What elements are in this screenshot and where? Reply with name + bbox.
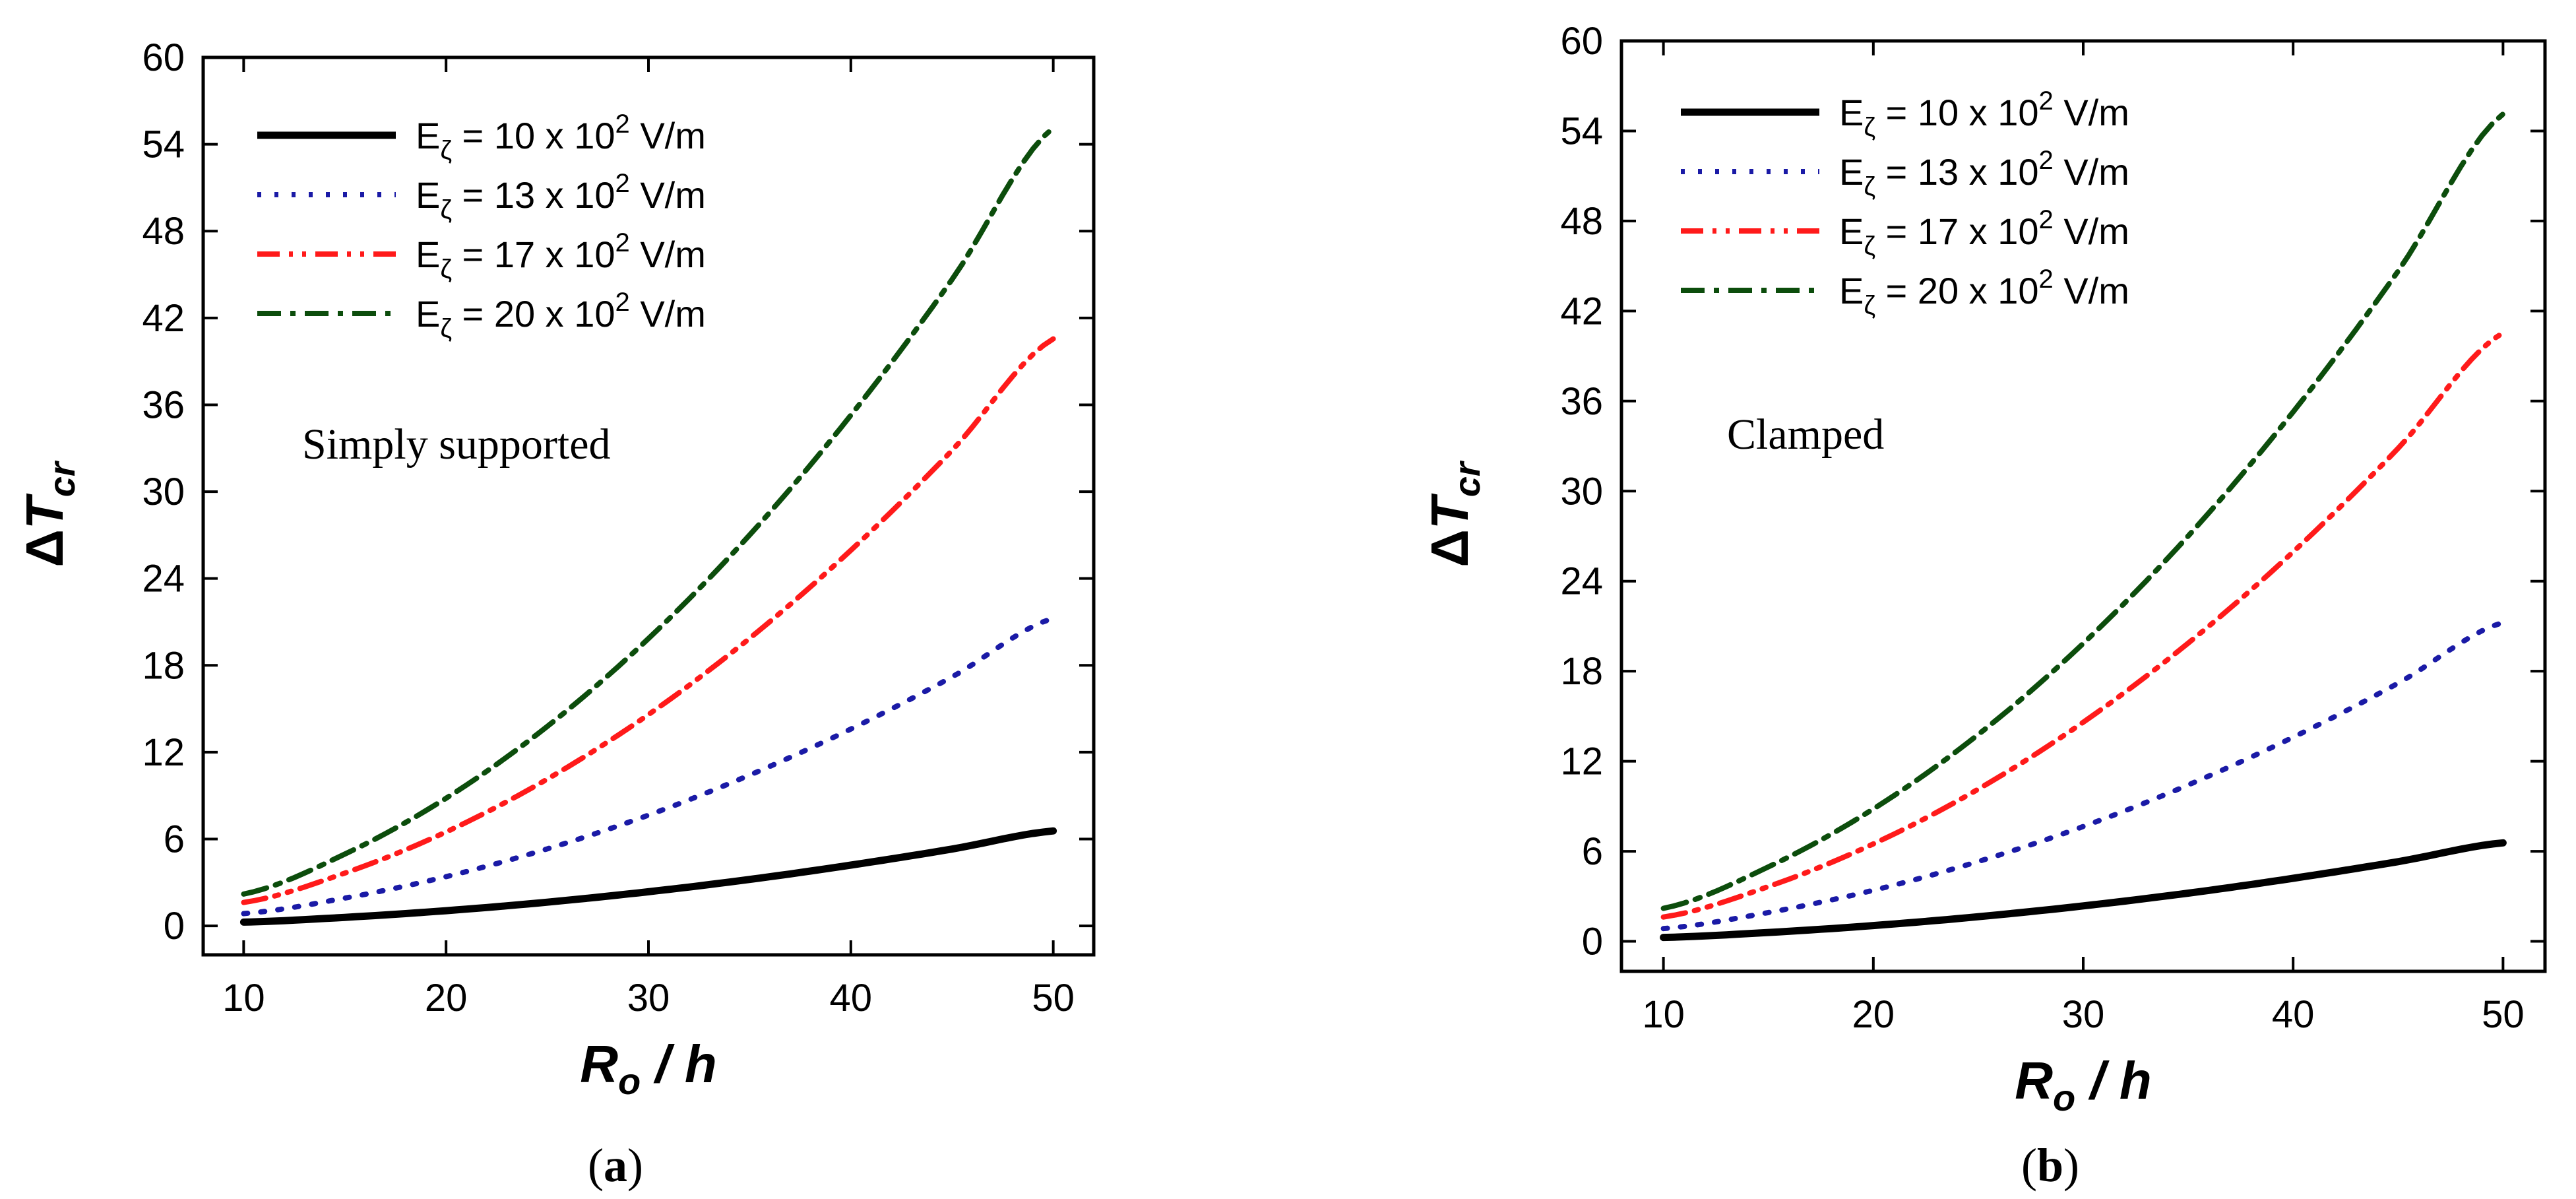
- series-line-1: [239, 827, 1057, 926]
- x-tick-labels: 10 20 30 40 50: [1642, 993, 2524, 1036]
- y-tick-label: 0: [1582, 921, 1603, 963]
- x-axis-label-main: R: [2015, 1051, 2053, 1110]
- y-tick-label: 6: [164, 818, 185, 861]
- caption-letter: b: [2037, 1139, 2063, 1192]
- series-line-1: [1660, 839, 2507, 942]
- y-tick-label: 24: [1560, 560, 1603, 603]
- series-lines: [1660, 111, 2507, 942]
- tick-marks: [203, 56, 1094, 955]
- y-axis-label-sub: cr: [41, 460, 82, 497]
- y-axis-label: ΔTcr: [15, 460, 82, 567]
- series-line-2: [241, 616, 1056, 917]
- legend-label-1: Eζ = 10 x 102 V/m: [416, 110, 706, 165]
- legend-label-1: Eζ = 10 x 102 V/m: [1839, 86, 2129, 142]
- y-axis-label-main: T: [15, 493, 74, 529]
- y-axis-label-delta: Δ: [1420, 529, 1479, 567]
- y-tick-label: 42: [142, 297, 185, 340]
- annotation-simply-supported: Simply supported: [302, 420, 611, 469]
- series-line-3: [241, 336, 1056, 905]
- y-tick-label: 42: [1560, 290, 1603, 333]
- x-axis-label-sub: o: [618, 1060, 641, 1102]
- y-tick-label: 0: [164, 905, 185, 948]
- y-axis-label-sub: cr: [1446, 460, 1488, 497]
- y-tick-label: 54: [142, 123, 185, 166]
- x-axis-label-main: R: [580, 1035, 618, 1093]
- x-tick-label: 10: [1642, 993, 1685, 1036]
- caption-open: (: [588, 1139, 604, 1192]
- y-tick-label: 18: [142, 644, 185, 687]
- y-axis-label-main: T: [1420, 493, 1479, 529]
- x-axis-label-rest: / h: [641, 1035, 717, 1093]
- x-tick-label: 50: [1032, 977, 1075, 1020]
- legend-label-2: Eζ = 13 x 102 V/m: [416, 169, 706, 224]
- y-tick-label: 36: [1560, 380, 1603, 423]
- chart-panel-b: 0 6 12 18 24 30 36 42 48 54 60 10 20 30 40 50 Eζ = 10 …: [1420, 20, 2547, 1192]
- x-tick-label: 20: [425, 977, 468, 1020]
- y-tick-label: 18: [1560, 650, 1603, 693]
- tick-marks: [1621, 40, 2545, 971]
- series-line-4: [1660, 111, 2506, 911]
- y-tick-labels: 0 6 12 18 24 30 36 42 48 54 60: [1560, 20, 1603, 963]
- series-line-3: [1660, 330, 2506, 920]
- caption-open: (: [2021, 1139, 2037, 1192]
- y-tick-label: 54: [1560, 110, 1603, 152]
- y-tick-label: 36: [142, 383, 185, 426]
- series-line-2: [1660, 620, 2506, 932]
- x-axis-label-sub: o: [2053, 1077, 2075, 1118]
- x-tick-label: 40: [830, 977, 873, 1020]
- y-axis-label-delta: Δ: [15, 529, 74, 567]
- x-axis-label: Ro / h: [580, 1035, 717, 1102]
- y-axis-label: ΔTcr: [1420, 460, 1488, 567]
- x-tick-label: 50: [2482, 993, 2525, 1036]
- legend-label-4: Eζ = 20 x 102 V/m: [416, 288, 706, 343]
- x-tick-label: 30: [627, 977, 670, 1020]
- y-tick-labels: 0 6 12 18 24 30 36 42 48 54 60: [142, 36, 185, 948]
- x-tick-label: 10: [222, 977, 265, 1020]
- x-tick-label: 40: [2272, 993, 2315, 1036]
- y-tick-label: 48: [1560, 200, 1603, 243]
- x-axis-label: Ro / h: [2015, 1051, 2152, 1118]
- series-line-4: [241, 125, 1056, 897]
- legend: Eζ = 10 x 102 V/mEζ = 13 x 102 V/mEζ = 1…: [1681, 86, 2129, 320]
- y-tick-label: 12: [142, 731, 185, 774]
- legend-label-3: Eζ = 17 x 102 V/m: [416, 228, 706, 284]
- y-tick-label: 30: [1560, 470, 1603, 513]
- caption-letter: a: [604, 1139, 627, 1192]
- y-tick-label: 48: [142, 210, 185, 253]
- x-tick-label: 30: [2062, 993, 2105, 1036]
- legend-label-4: Eζ = 20 x 102 V/m: [1839, 265, 2129, 320]
- y-tick-label: 24: [142, 558, 185, 600]
- chart-panel-a: 0 6 12 18 24 30 36 42 48 54 60 10 20 30 40 50 Eζ = 10 …: [15, 36, 1096, 1192]
- x-tick-labels: 10 20 30 40 50: [222, 977, 1075, 1020]
- y-tick-label: 60: [142, 36, 185, 79]
- caption-close: ): [627, 1139, 643, 1192]
- panel-caption-b: (b): [2021, 1139, 2079, 1192]
- y-tick-label: 30: [142, 470, 185, 513]
- series-lines: [239, 125, 1057, 926]
- y-tick-label: 60: [1560, 20, 1603, 63]
- legend-label-2: Eζ = 13 x 102 V/m: [1839, 146, 2129, 201]
- panel-caption-a: (a): [588, 1139, 643, 1192]
- x-tick-label: 20: [1852, 993, 1895, 1036]
- caption-close: ): [2063, 1139, 2079, 1192]
- y-tick-label: 12: [1560, 740, 1603, 783]
- legend: Eζ = 10 x 102 V/mEζ = 13 x 102 V/mEζ = 1…: [257, 110, 706, 343]
- y-tick-label: 6: [1582, 830, 1603, 873]
- x-axis-label-rest: / h: [2075, 1051, 2152, 1110]
- annotation-clamped: Clamped: [1727, 410, 1884, 459]
- legend-label-3: Eζ = 17 x 102 V/m: [1839, 205, 2129, 261]
